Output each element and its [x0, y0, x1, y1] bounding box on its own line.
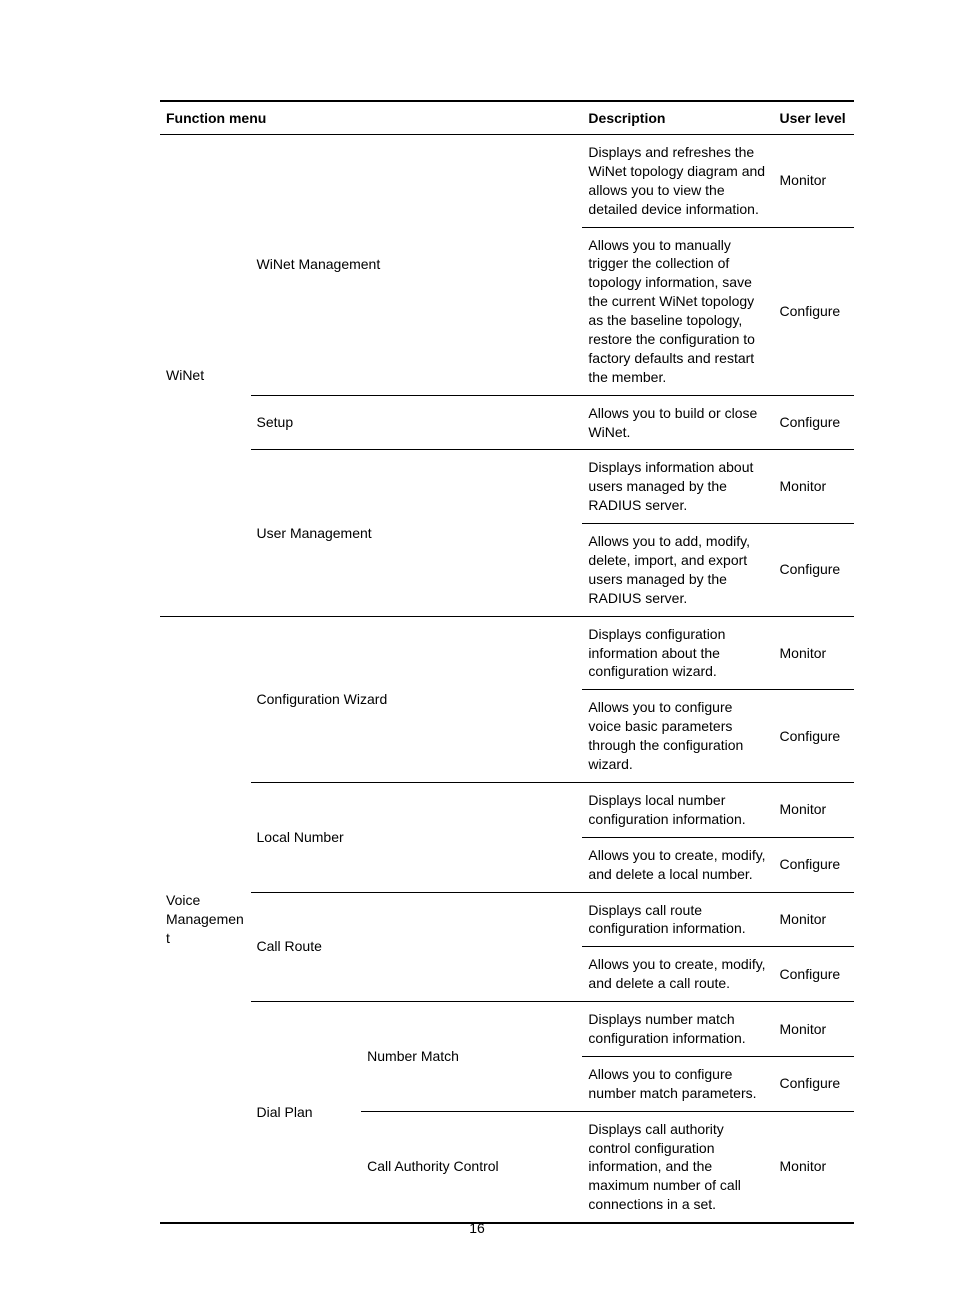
page-number: 16	[0, 1220, 954, 1236]
submenu-configuration-wizard: Configuration Wizard	[251, 616, 583, 782]
table-row: User Management Displays information abo…	[160, 450, 854, 524]
user-level-cell: Configure	[774, 837, 854, 892]
submenu-winet-management: WiNet Management	[251, 135, 583, 396]
table-row: Dial Plan Number Match Displays number m…	[160, 1002, 854, 1057]
table-row: Local Number Displays local number confi…	[160, 782, 854, 837]
submenu-user-management: User Management	[251, 450, 583, 616]
user-level-cell: Monitor	[774, 1111, 854, 1223]
description-cell: Allows you to build or close WiNet.	[582, 395, 773, 450]
function-menu-table: Function menu Description User level WiN…	[160, 100, 854, 1224]
description-cell: Allows you to create, modify, and delete…	[582, 947, 773, 1002]
user-level-cell: Monitor	[774, 1002, 854, 1057]
group-winet: WiNet	[160, 135, 251, 617]
description-cell: Allows you to configure voice basic para…	[582, 690, 773, 783]
description-cell: Displays number match configuration info…	[582, 1002, 773, 1057]
user-level-cell: Configure	[774, 395, 854, 450]
user-level-cell: Configure	[774, 227, 854, 395]
table-row: Voice Management Configuration Wizard Di…	[160, 616, 854, 690]
table-row: Call Route Displays call route configura…	[160, 892, 854, 947]
header-function-menu: Function menu	[160, 101, 582, 135]
submenu-call-authority-control: Call Authority Control	[361, 1111, 582, 1223]
header-description: Description	[582, 101, 773, 135]
description-cell: Displays local number configuration info…	[582, 782, 773, 837]
description-cell: Displays call authority control configur…	[582, 1111, 773, 1223]
description-cell: Displays configuration information about…	[582, 616, 773, 690]
submenu-number-match: Number Match	[361, 1002, 582, 1112]
submenu-dial-plan: Dial Plan	[251, 1002, 362, 1224]
description-cell: Allows you to configure number match par…	[582, 1056, 773, 1111]
user-level-cell: Monitor	[774, 135, 854, 228]
description-cell: Allows you to add, modify, delete, impor…	[582, 524, 773, 617]
user-level-cell: Configure	[774, 524, 854, 617]
description-cell: Allows you to manually trigger the colle…	[582, 227, 773, 395]
submenu-local-number: Local Number	[251, 782, 583, 892]
table-header-row: Function menu Description User level	[160, 101, 854, 135]
user-level-cell: Monitor	[774, 782, 854, 837]
description-cell: Allows you to create, modify, and delete…	[582, 837, 773, 892]
header-user-level: User level	[774, 101, 854, 135]
group-voice-management: Voice Management	[160, 616, 251, 1223]
user-level-cell: Configure	[774, 1056, 854, 1111]
user-level-cell: Configure	[774, 690, 854, 783]
document-page: Function menu Description User level WiN…	[0, 0, 954, 1296]
table-row: WiNet WiNet Management Displays and refr…	[160, 135, 854, 228]
user-level-cell: Monitor	[774, 450, 854, 524]
user-level-cell: Monitor	[774, 616, 854, 690]
description-cell: Displays call route configuration inform…	[582, 892, 773, 947]
user-level-cell: Monitor	[774, 892, 854, 947]
table-row: Setup Allows you to build or close WiNet…	[160, 395, 854, 450]
submenu-call-route: Call Route	[251, 892, 583, 1002]
description-cell: Displays information about users managed…	[582, 450, 773, 524]
user-level-cell: Configure	[774, 947, 854, 1002]
submenu-setup: Setup	[251, 395, 583, 450]
description-cell: Displays and refreshes the WiNet topolog…	[582, 135, 773, 228]
